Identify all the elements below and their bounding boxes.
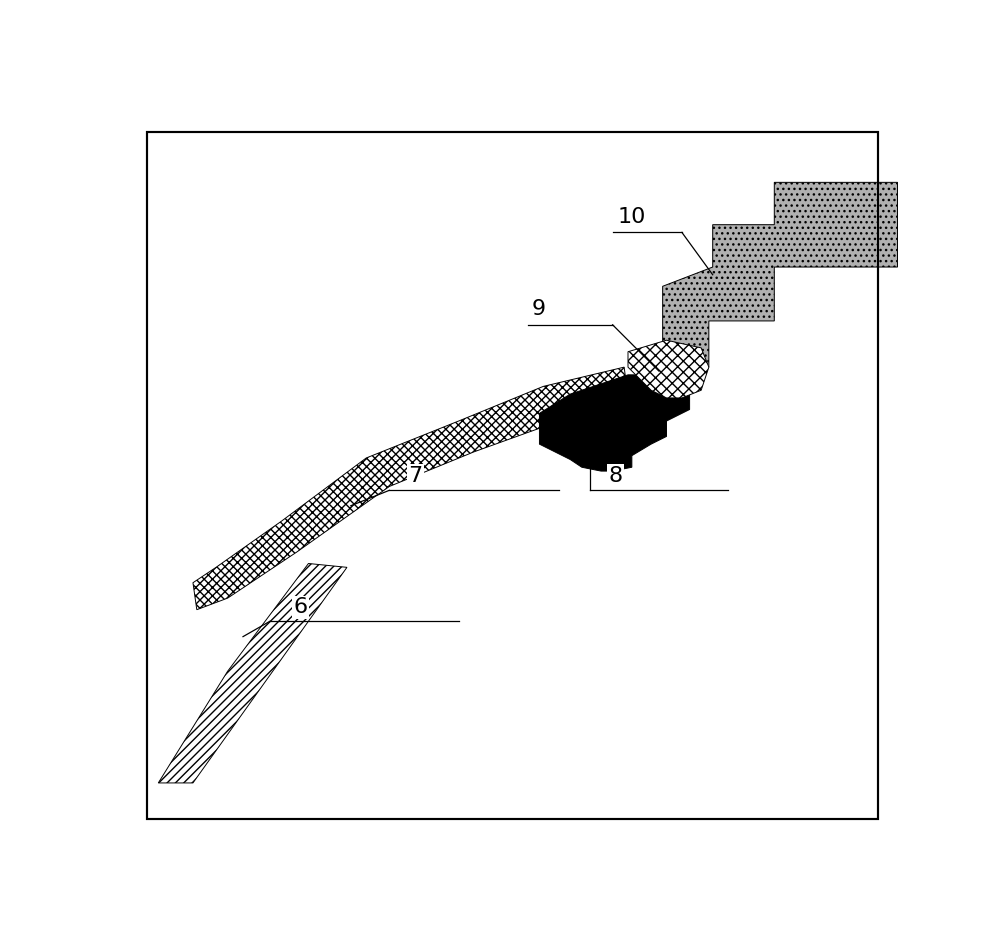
Text: 8: 8 — [609, 465, 623, 486]
Polygon shape — [663, 183, 898, 367]
Text: 7: 7 — [409, 465, 423, 486]
Polygon shape — [628, 340, 709, 398]
Text: 9: 9 — [532, 300, 546, 319]
Text: 6: 6 — [293, 597, 307, 617]
Polygon shape — [158, 563, 347, 783]
Text: 10: 10 — [618, 207, 646, 227]
Polygon shape — [539, 375, 690, 471]
Polygon shape — [193, 367, 628, 609]
